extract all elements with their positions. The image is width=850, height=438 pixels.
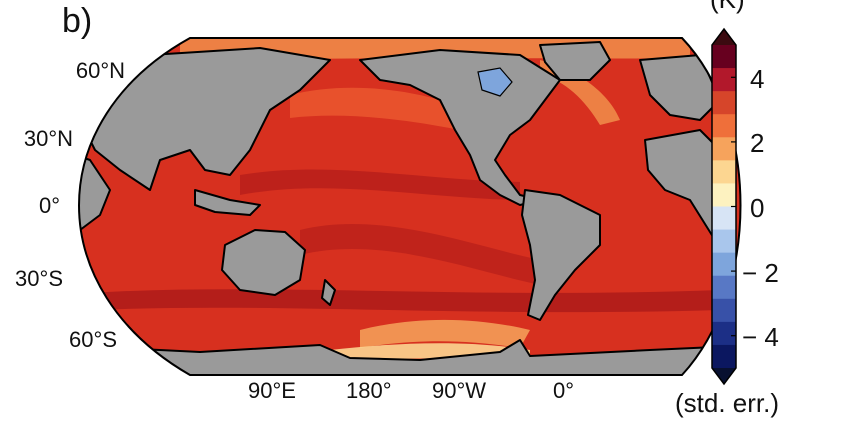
colorbar-extend-top [712, 29, 736, 45]
land-indonesia [194, 189, 261, 216]
lat-label-30n: 30°N [23, 126, 73, 151]
colorbar [711, 27, 737, 386]
land-south-america [521, 189, 601, 321]
colorbar-swatch [712, 321, 736, 346]
dark-band-equatorial [240, 169, 520, 200]
lat-label-60s: 60°S [69, 327, 117, 352]
colorbar-swatch [712, 206, 736, 231]
colorbar-tick-neg4: − 4 [742, 322, 779, 352]
colorbar-frame [711, 27, 737, 386]
colorbar-tick-neg2: − 2 [742, 258, 779, 288]
land-new-zealand [321, 279, 336, 306]
colorbar-swatch [712, 68, 736, 92]
panel-label: b) [62, 2, 93, 40]
colorbar-swatch [712, 252, 736, 277]
blue-patch-hudson-bay [477, 67, 513, 97]
colorbar-unit-label: (std. err.) [675, 388, 780, 418]
colorbar-swatch [712, 137, 736, 161]
colorbar-swatch [712, 91, 736, 115]
lat-label-equator: 0° [38, 193, 60, 218]
colorbar-extend-bottom [712, 368, 736, 384]
colorbar-tick-2: 2 [750, 128, 765, 158]
colorbar-swatch [712, 229, 736, 254]
land-africa-horn [79, 149, 111, 231]
colorbar-swatch [712, 183, 736, 207]
land-antarctica [79, 339, 741, 375]
colorbar-tick-0: 0 [750, 193, 765, 223]
dark-band-south-pacific [300, 223, 540, 285]
lat-label-60n: 60°N [75, 58, 125, 83]
lon-label-90w: 90°W [432, 378, 487, 403]
colorbar-swatch [712, 344, 736, 369]
colorbar-swatch [712, 298, 736, 323]
colorbar-swatch [712, 45, 736, 69]
lat-label-30s: 30°S [15, 266, 63, 291]
lon-label-0: 0° [553, 378, 575, 403]
light-patch-north-pacific [290, 87, 470, 130]
light-patch-south-atlantic [360, 319, 530, 348]
colorbar-swatch [712, 114, 736, 138]
land-greenland [539, 41, 611, 81]
partial-unit-text: (K) [710, 0, 745, 15]
lon-label-180: 180° [346, 378, 392, 403]
lon-label-90e: 90°E [248, 378, 296, 403]
colorbar-swatch [712, 160, 736, 184]
colorbar-swatch [712, 275, 736, 300]
colorbar-tick-4: 4 [750, 64, 765, 94]
land-australia [221, 229, 306, 296]
